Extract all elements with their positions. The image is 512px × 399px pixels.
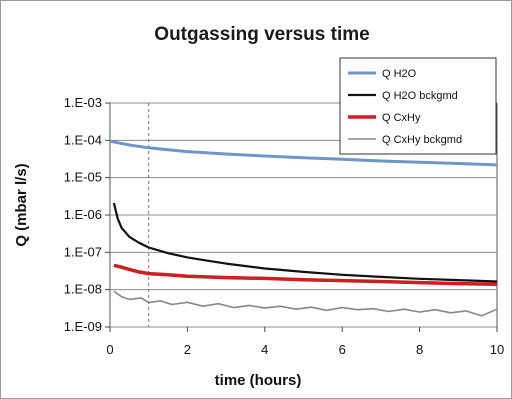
x-tick-label: 8 xyxy=(416,342,423,357)
y-tick-label: 1.E-09 xyxy=(64,319,102,334)
y-tick-label: 1.E-03 xyxy=(64,95,102,110)
series-lines xyxy=(109,139,498,317)
series-line xyxy=(112,202,498,283)
x-axis-ticks: 0 2 4 6 8 10 xyxy=(106,327,504,357)
legend-entry: Q H2O bckgmd xyxy=(382,90,458,102)
grid-lines xyxy=(110,102,497,328)
series-line xyxy=(113,290,498,317)
x-axis-label: time (hours) xyxy=(215,372,302,389)
legend-entry: Q H2O xyxy=(382,68,417,80)
y-tick-label: 1.E-06 xyxy=(64,207,102,222)
chart-title: Outgassing versus time xyxy=(154,24,369,45)
y-tick-label: 1.E-07 xyxy=(64,244,102,259)
legend: Q H2O Q H2O bckgmd Q CxHy Q CxHy bckgmd xyxy=(339,57,497,155)
legend-entry: Q CxHy xyxy=(382,112,421,124)
series-line xyxy=(113,263,498,286)
y-tick-label: 1.E-05 xyxy=(64,170,102,185)
y-tick-label: 1.E-04 xyxy=(64,132,102,147)
y-axis-label: Q (mbar l/s) xyxy=(13,163,30,246)
series-line xyxy=(109,139,498,167)
x-tick-label: 0 xyxy=(106,342,113,357)
x-tick-label: 2 xyxy=(184,342,191,357)
y-axis-ticks: 1.E-03 1.E-04 1.E-05 1.E-06 1.E-07 1.E-08 1.E-… xyxy=(64,95,110,334)
x-tick-label: 4 xyxy=(261,342,268,357)
legend-entry: Q CxHy bckgmd xyxy=(382,134,462,146)
x-tick-label: 10 xyxy=(490,342,504,357)
x-tick-label: 6 xyxy=(339,342,346,357)
y-tick-label: 1.E-08 xyxy=(64,282,102,297)
